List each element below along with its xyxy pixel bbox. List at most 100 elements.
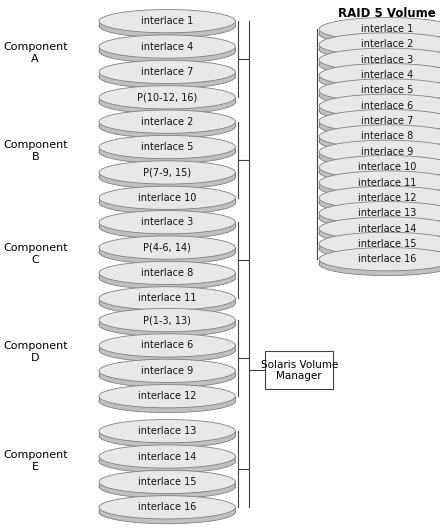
- Ellipse shape: [319, 53, 440, 76]
- Polygon shape: [99, 298, 235, 303]
- Ellipse shape: [99, 10, 235, 33]
- Text: interlace 12: interlace 12: [358, 193, 416, 203]
- Ellipse shape: [319, 94, 440, 117]
- Text: interlace 4: interlace 4: [361, 70, 413, 80]
- Text: P(10-12, 16): P(10-12, 16): [137, 93, 197, 102]
- Polygon shape: [99, 371, 235, 376]
- Ellipse shape: [319, 63, 440, 87]
- Ellipse shape: [319, 202, 440, 225]
- Polygon shape: [99, 172, 235, 177]
- Ellipse shape: [99, 35, 235, 58]
- Ellipse shape: [319, 171, 440, 194]
- Text: interlace 11: interlace 11: [138, 294, 196, 303]
- Ellipse shape: [319, 68, 440, 92]
- Text: interlace 10: interlace 10: [138, 193, 196, 203]
- Ellipse shape: [319, 33, 440, 56]
- Text: interlace 15: interlace 15: [358, 239, 416, 249]
- Text: interlace 9: interlace 9: [141, 366, 193, 376]
- Ellipse shape: [319, 110, 440, 133]
- Ellipse shape: [319, 22, 440, 45]
- Text: Component
E: Component E: [3, 451, 67, 472]
- Polygon shape: [319, 121, 440, 126]
- Ellipse shape: [99, 389, 235, 413]
- Ellipse shape: [319, 191, 440, 214]
- Text: interlace 5: interlace 5: [361, 86, 414, 95]
- Text: interlace 14: interlace 14: [138, 452, 196, 461]
- Polygon shape: [99, 273, 235, 278]
- Polygon shape: [99, 320, 235, 325]
- Ellipse shape: [319, 206, 440, 230]
- Ellipse shape: [99, 364, 235, 387]
- Polygon shape: [319, 213, 440, 218]
- Text: Component
A: Component A: [3, 42, 67, 63]
- Ellipse shape: [319, 140, 440, 163]
- Ellipse shape: [99, 191, 235, 214]
- Polygon shape: [99, 47, 235, 51]
- Text: Solaris Volume
Manager: Solaris Volume Manager: [260, 360, 338, 381]
- Text: interlace 10: interlace 10: [358, 162, 416, 172]
- Ellipse shape: [319, 248, 440, 271]
- Text: Component
D: Component D: [3, 341, 67, 362]
- Ellipse shape: [99, 287, 235, 310]
- Polygon shape: [319, 136, 440, 141]
- Text: interlace 3: interlace 3: [141, 217, 193, 227]
- Text: interlace 1: interlace 1: [141, 16, 193, 26]
- Polygon shape: [99, 21, 235, 26]
- Text: interlace 1: interlace 1: [361, 24, 413, 34]
- Text: P(7-9, 15): P(7-9, 15): [143, 168, 191, 177]
- Polygon shape: [99, 457, 235, 461]
- Text: interlace 16: interlace 16: [138, 503, 196, 512]
- Ellipse shape: [99, 445, 235, 468]
- Polygon shape: [99, 222, 235, 227]
- Ellipse shape: [99, 313, 235, 336]
- Ellipse shape: [319, 125, 440, 148]
- Ellipse shape: [99, 266, 235, 289]
- Ellipse shape: [99, 424, 235, 448]
- Ellipse shape: [99, 110, 235, 133]
- Polygon shape: [319, 198, 440, 203]
- Ellipse shape: [99, 334, 235, 357]
- Polygon shape: [319, 152, 440, 157]
- Ellipse shape: [99, 40, 235, 63]
- Text: Component
B: Component B: [3, 140, 67, 161]
- Text: interlace 11: interlace 11: [358, 178, 416, 187]
- Ellipse shape: [99, 140, 235, 163]
- Polygon shape: [319, 229, 440, 233]
- Ellipse shape: [319, 145, 440, 168]
- Ellipse shape: [99, 500, 235, 524]
- Text: P(1-3, 13): P(1-3, 13): [143, 315, 191, 325]
- Ellipse shape: [99, 308, 235, 332]
- Ellipse shape: [319, 186, 440, 209]
- Ellipse shape: [319, 79, 440, 102]
- Ellipse shape: [319, 17, 440, 41]
- Ellipse shape: [319, 222, 440, 245]
- Text: interlace 5: interlace 5: [141, 142, 194, 152]
- Ellipse shape: [99, 161, 235, 184]
- Text: interlace 3: interlace 3: [361, 55, 413, 65]
- Ellipse shape: [99, 241, 235, 264]
- Ellipse shape: [99, 86, 235, 109]
- Text: P(4-6, 14): P(4-6, 14): [143, 243, 191, 252]
- Polygon shape: [319, 29, 440, 34]
- Ellipse shape: [99, 135, 235, 159]
- Ellipse shape: [319, 252, 440, 276]
- Text: interlace 8: interlace 8: [361, 132, 413, 141]
- Ellipse shape: [99, 65, 235, 88]
- Polygon shape: [99, 72, 235, 77]
- Polygon shape: [319, 90, 440, 95]
- Ellipse shape: [99, 291, 235, 315]
- Text: interlace 14: interlace 14: [358, 224, 416, 233]
- Text: RAID 5 Volume: RAID 5 Volume: [338, 7, 436, 20]
- Ellipse shape: [319, 217, 440, 240]
- Text: interlace 12: interlace 12: [138, 391, 196, 401]
- Text: interlace 13: interlace 13: [138, 426, 196, 436]
- Polygon shape: [99, 122, 235, 126]
- Polygon shape: [99, 97, 235, 102]
- Ellipse shape: [99, 215, 235, 239]
- Ellipse shape: [99, 211, 235, 234]
- Text: interlace 7: interlace 7: [361, 116, 414, 126]
- Ellipse shape: [99, 186, 235, 209]
- Polygon shape: [99, 147, 235, 152]
- Ellipse shape: [319, 114, 440, 138]
- Text: interlace 13: interlace 13: [358, 208, 416, 218]
